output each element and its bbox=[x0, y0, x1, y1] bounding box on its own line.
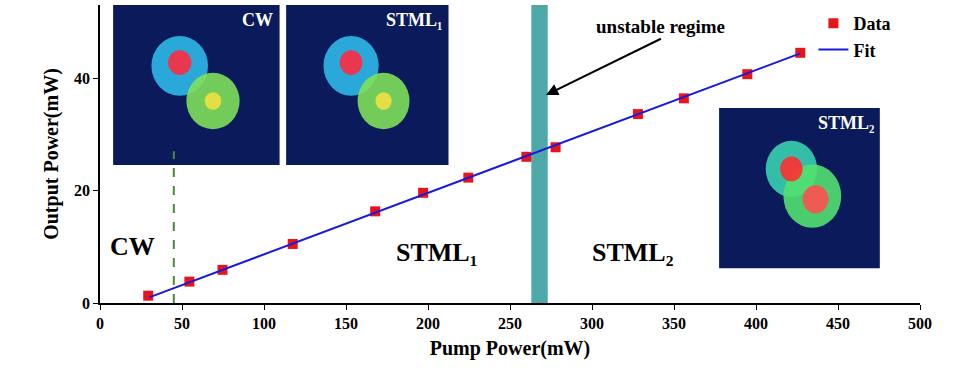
svg-text:STML₁: STML₁ bbox=[396, 238, 477, 267]
svg-text:STML₂: STML₂ bbox=[818, 113, 874, 133]
svg-text:CW: CW bbox=[110, 232, 155, 261]
svg-text:unstable regime: unstable regime bbox=[596, 16, 725, 37]
svg-text:Fit: Fit bbox=[853, 41, 875, 61]
svg-text:350: 350 bbox=[662, 315, 686, 332]
svg-text:450: 450 bbox=[826, 315, 850, 332]
svg-text:400: 400 bbox=[744, 315, 768, 332]
svg-text:250: 250 bbox=[498, 315, 522, 332]
svg-text:150: 150 bbox=[334, 315, 358, 332]
svg-text:200: 200 bbox=[416, 315, 440, 332]
svg-text:Data: Data bbox=[853, 14, 890, 34]
svg-text:0: 0 bbox=[82, 295, 90, 312]
svg-text:100: 100 bbox=[252, 315, 276, 332]
svg-text:500: 500 bbox=[908, 315, 932, 332]
svg-text:Pump Power(mW): Pump Power(mW) bbox=[430, 337, 591, 360]
svg-text:Output Power(mW): Output Power(mW) bbox=[40, 68, 63, 240]
svg-text:50: 50 bbox=[174, 315, 190, 332]
svg-text:CW: CW bbox=[242, 10, 273, 30]
svg-text:20: 20 bbox=[74, 182, 90, 199]
svg-text:STML₁: STML₁ bbox=[386, 10, 442, 30]
svg-text:0: 0 bbox=[96, 315, 104, 332]
svg-text:STML₂: STML₂ bbox=[592, 238, 674, 267]
svg-text:300: 300 bbox=[580, 315, 604, 332]
svg-text:40: 40 bbox=[74, 70, 90, 87]
